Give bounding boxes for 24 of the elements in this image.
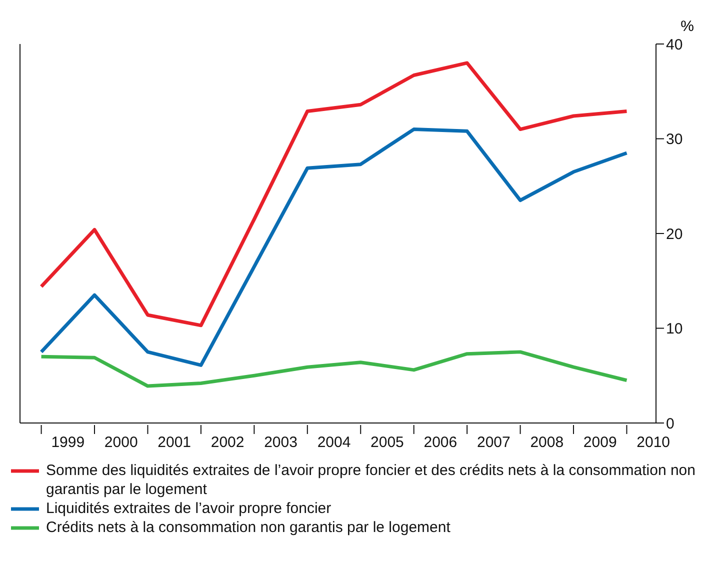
y-tick-label: 20 — [666, 226, 683, 243]
y-tick-label: 40 — [666, 36, 683, 54]
x-tick-label: 2003 — [264, 434, 298, 451]
x-tick-label: 2004 — [317, 434, 351, 451]
x-tick-label: 1999 — [51, 434, 85, 451]
x-tick-label: 2010 — [636, 434, 670, 451]
x-tick-label: 2006 — [424, 434, 458, 451]
y-axis-title: % — [680, 18, 694, 35]
x-tick-label: 2007 — [476, 434, 510, 451]
legend-label: Liquidités extraites de l’avoir propre foncier — [46, 499, 332, 518]
line-series — [40, 350, 628, 388]
x-tick-label: 2005 — [370, 434, 404, 451]
x-tick-label: 2002 — [210, 434, 244, 451]
y-tick-label: 10 — [666, 320, 683, 338]
legend-label: Crédits nets à la consommation non garantis par le logement — [46, 518, 450, 537]
x-tick-label: 2008 — [530, 434, 564, 451]
legend-label: Somme des liquidités extraites de l’avoir propre foncier et des crédits nets à la consommation non garantis par le logement — [46, 461, 696, 499]
x-tick-label: 2001 — [158, 434, 192, 451]
y-tick-label: 30 — [666, 131, 683, 148]
line-series — [40, 128, 628, 367]
y-tick-label: 0 — [666, 415, 674, 432]
x-tick-label: 2000 — [104, 434, 138, 451]
line-series — [40, 61, 628, 328]
x-tick-label: 2009 — [583, 434, 617, 451]
